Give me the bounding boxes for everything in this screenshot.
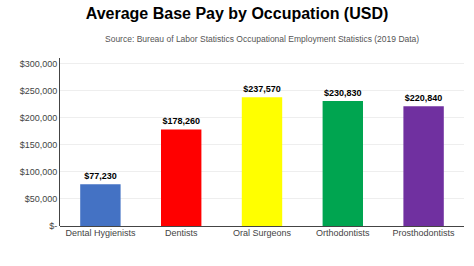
svg-text:Orthodontists: Orthodontists [316, 228, 370, 238]
svg-text:Dental Hygienists: Dental Hygienists [65, 228, 136, 238]
svg-text:$150,000: $150,000 [20, 140, 58, 150]
svg-text:$250,000: $250,000 [20, 86, 58, 96]
svg-text:$100,000: $100,000 [20, 167, 58, 177]
svg-text:$-: $- [49, 221, 57, 231]
svg-text:$220,840: $220,840 [405, 93, 443, 103]
svg-text:$300,000: $300,000 [20, 59, 58, 69]
svg-text:Oral Surgeons: Oral Surgeons [233, 228, 292, 238]
svg-text:$77,230: $77,230 [84, 171, 117, 181]
svg-text:$200,000: $200,000 [20, 113, 58, 123]
svg-text:$230,830: $230,830 [324, 88, 362, 98]
svg-text:Source: Bureau of Labor Statis: Source: Bureau of Labor Statistics Occup… [105, 34, 419, 44]
svg-text:$50,000: $50,000 [25, 194, 58, 204]
svg-text:$178,260: $178,260 [162, 116, 200, 126]
svg-text:Dentists: Dentists [165, 228, 198, 238]
svg-text:Average Base Pay by Occupation: Average Base Pay by Occupation (USD) [86, 5, 389, 22]
svg-text:$237,570: $237,570 [243, 84, 281, 94]
svg-text:Prosthodontists: Prosthodontists [393, 228, 456, 238]
